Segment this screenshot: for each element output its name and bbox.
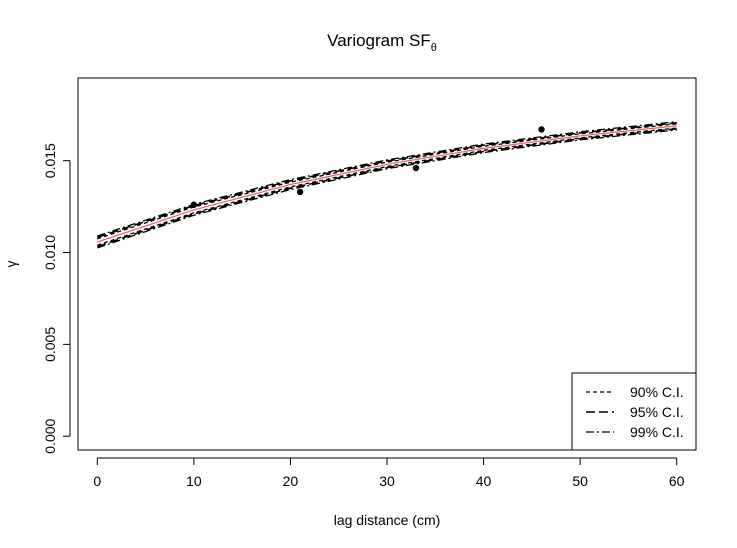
chart-title: Variogram SFθ [327, 31, 437, 54]
chart-title-subscript: θ [431, 42, 437, 54]
legend-label: 90% C.I. [630, 384, 684, 400]
x-tick-label: 30 [379, 473, 395, 489]
x-axis-label: lag distance (cm) [334, 512, 441, 528]
plot-frame [77, 77, 697, 451]
ci-line-1-upper [97, 123, 677, 240]
legend-label: 99% C.I. [630, 424, 684, 440]
ci-line-1-lower [97, 127, 677, 246]
x-tick-label: 20 [283, 473, 299, 489]
data-point [412, 164, 420, 172]
y-tick-label: 0.005 [42, 327, 58, 362]
x-tick-label: 40 [476, 473, 492, 489]
y-tick-label: 0.000 [42, 418, 58, 453]
legend: 90% C.I. 95% C.I. 99% C.I. [571, 372, 697, 451]
legend-label: 95% C.I. [630, 404, 684, 420]
data-point [190, 201, 198, 208]
x-tick-label: 50 [572, 473, 588, 489]
data-point [538, 126, 545, 133]
ci-line-3-lower [97, 129, 677, 249]
ci-line-2-lower [97, 128, 677, 248]
fitted-curve [97, 125, 677, 243]
y-tick-label: 0.010 [42, 235, 58, 270]
x-tick-label: 10 [186, 473, 202, 489]
plot-area [77, 77, 697, 451]
chart-title-main: Variogram SF [327, 31, 431, 50]
y-axis-label: γ [3, 261, 19, 268]
y-tick-label: 0.015 [42, 143, 58, 178]
x-tick-label: 60 [669, 473, 685, 489]
x-tick-label: 0 [93, 473, 101, 489]
axes: 0 10 20 30 40 50 60 0.000 0.005 0.010 0.015 [42, 143, 685, 489]
data-point [296, 188, 304, 196]
ci-line-2-upper [97, 122, 677, 239]
